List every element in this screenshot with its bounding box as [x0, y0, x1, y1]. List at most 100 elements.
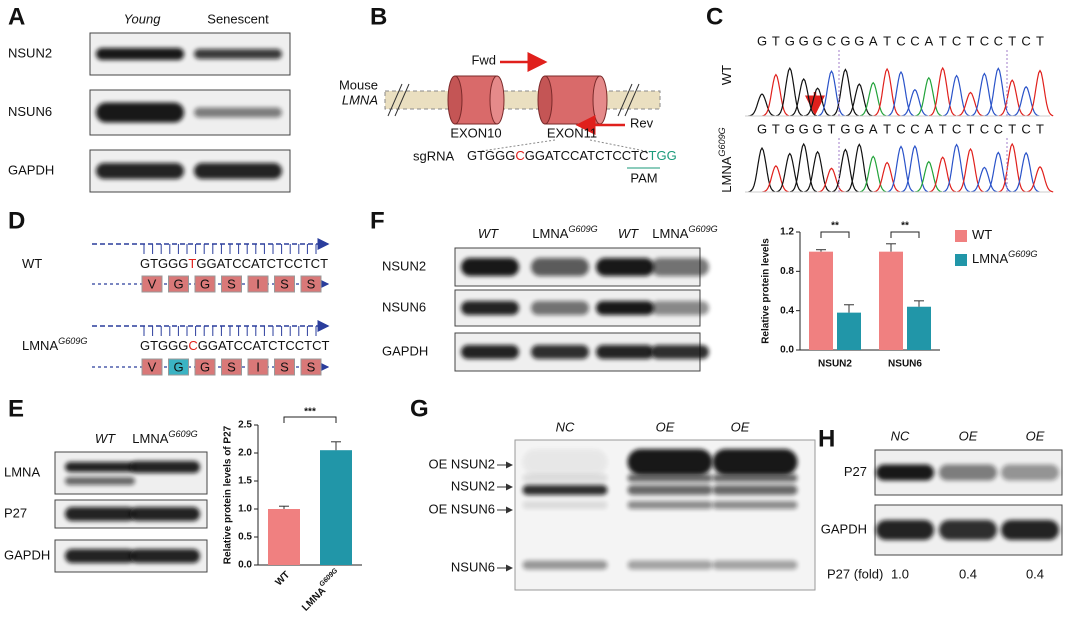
- label-superscript: G609G: [318, 567, 339, 588]
- base-letter: T: [883, 121, 891, 136]
- y-tick-label: 0.0: [780, 345, 794, 356]
- label-main: LMNA: [532, 226, 568, 241]
- chromatogram-peak: [984, 151, 1012, 193]
- blot-band: [522, 560, 608, 570]
- y-tick-label: 0.4: [780, 305, 794, 316]
- y-axis-label: Relative protein levels: [761, 238, 772, 344]
- panel-label: H: [818, 425, 835, 452]
- chromatogram-peak: [762, 165, 790, 193]
- blot-band: [627, 560, 713, 570]
- x-tick-label: NSUN6: [888, 359, 922, 370]
- row-label: WT: [22, 256, 42, 271]
- exon-label: EXON11: [547, 125, 597, 140]
- base-letter: C: [910, 33, 919, 48]
- chromatogram-peak: [970, 166, 998, 193]
- base-letter: G: [813, 121, 823, 136]
- label-superscript: G609G: [717, 127, 727, 156]
- base-letter: G: [799, 121, 809, 136]
- residue-box: [168, 275, 189, 293]
- row-label: GAPDH: [821, 521, 867, 536]
- legend-label: WT: [972, 227, 992, 242]
- row-label: LMNAG609G: [22, 336, 87, 353]
- base-letter: C: [910, 121, 919, 136]
- blot-band: [522, 474, 608, 482]
- chromatogram-peak: [845, 83, 873, 117]
- gene-label: LMNA: [342, 92, 378, 107]
- panel-label: D: [8, 207, 25, 234]
- chromatogram-peak: [845, 143, 873, 193]
- column-label: OE: [731, 419, 750, 434]
- sequence-part: C: [188, 338, 197, 353]
- chromatogram-peak: [873, 161, 901, 193]
- panel-label: B: [370, 3, 387, 30]
- residue-box: [194, 358, 216, 376]
- chromatogram-peak: [914, 160, 943, 193]
- label-superscript: G609G: [58, 336, 87, 346]
- base-letter: T: [828, 121, 836, 136]
- base-letter: T: [772, 33, 780, 48]
- blot-band: [651, 301, 709, 315]
- label-main: LMNA: [972, 251, 1008, 266]
- base-letter: C: [994, 121, 1003, 136]
- legend-swatch: [955, 254, 967, 266]
- chromatogram-peak: [803, 87, 831, 117]
- base-letter: G: [854, 121, 864, 136]
- blot-band: [596, 301, 654, 315]
- residue-letter: S: [227, 359, 236, 374]
- blot-band: [522, 501, 608, 509]
- x-tick-label: LMNAG609G: [298, 567, 345, 614]
- blot-band: [96, 163, 184, 179]
- chromatogram-peak: [928, 66, 957, 117]
- dna-sequence: GTGGGCGGATCCATCTCCTCT: [140, 338, 330, 353]
- legend-label: LMNAG609G: [972, 249, 1037, 266]
- blot-band: [627, 501, 713, 509]
- blot-band: [712, 449, 798, 475]
- y-tick-label: 1.2: [780, 227, 794, 238]
- chromatogram-peak: [970, 72, 998, 117]
- blot-band: [194, 49, 282, 59]
- residue-letter: S: [280, 359, 289, 374]
- chromatogram-peak: [1012, 85, 1040, 117]
- row-label: GAPDH: [4, 547, 50, 562]
- fold-label: P27 (fold): [827, 566, 883, 581]
- chromatogram-peak: [803, 150, 831, 193]
- row-label: GAPDH: [8, 162, 54, 177]
- base-letter: C: [994, 33, 1003, 48]
- row-label: LMNA: [4, 464, 40, 479]
- chromatogram-peak: [748, 93, 776, 117]
- base-letter: C: [896, 121, 905, 136]
- base-letter: A: [869, 121, 878, 136]
- bar: [809, 251, 833, 350]
- sgrna-label: sgRNA: [413, 148, 455, 163]
- column-label: Young: [124, 11, 162, 26]
- row-label: NSUN2: [382, 258, 426, 273]
- chromatogram-peak: [901, 88, 929, 117]
- sequence-part: TGG: [649, 148, 677, 163]
- sequence-part: GTGGG: [467, 148, 515, 163]
- residue-box: [141, 275, 163, 293]
- chromatogram-peak: [789, 77, 818, 117]
- base-letter: G: [785, 121, 795, 136]
- fold-value: 0.4: [959, 566, 977, 581]
- chromatogram-peak: [956, 91, 984, 117]
- label-main: LMNA: [652, 226, 688, 241]
- blot-band: [65, 507, 135, 521]
- chromatogram-peak: [1026, 69, 1054, 117]
- chromatogram-peak: [859, 155, 887, 193]
- significance-bracket: [820, 231, 850, 238]
- chromatogram-peak: [1012, 151, 1040, 193]
- blot-band: [461, 345, 519, 359]
- label-main: WT: [273, 569, 292, 588]
- residue-box: [300, 358, 322, 376]
- label-superscript: G609G: [168, 429, 197, 439]
- blot-band: [596, 258, 654, 276]
- blot-band: [1001, 520, 1059, 540]
- panel-label: A: [8, 3, 25, 30]
- y-tick-label: 1.0: [238, 504, 252, 515]
- chromatogram-peak: [998, 79, 1026, 117]
- sequence-part: GTGGG: [140, 256, 188, 271]
- band-label: OE NSUN2: [429, 456, 495, 471]
- sgrna-sequence: GTGGGCGGATCCATCTCCTCTGG: [467, 148, 677, 163]
- sequence-part: GGATCCATCTCCTCT: [198, 338, 330, 353]
- residue-letter: S: [307, 359, 316, 374]
